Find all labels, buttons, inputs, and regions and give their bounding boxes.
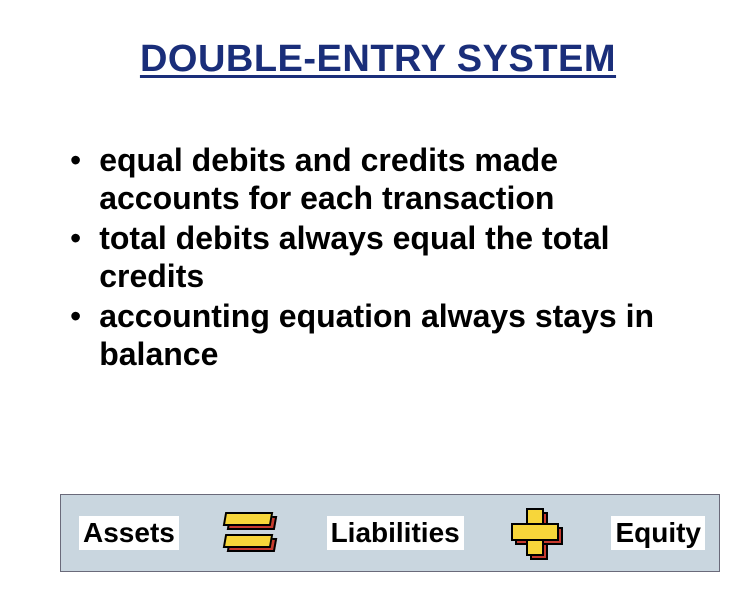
bullet-dot-icon: • xyxy=(70,141,81,179)
accounting-equation: Assets Liabilities Equity xyxy=(60,494,720,572)
bullet-item: • equal debits and credits made accounts… xyxy=(70,141,706,217)
plus-icon xyxy=(507,506,569,560)
equation-term-liabilities: Liabilities xyxy=(327,516,464,551)
bullet-list: • equal debits and credits made accounts… xyxy=(70,141,706,373)
bullet-item: • accounting equation always stays in ba… xyxy=(70,297,706,373)
bullet-text: total debits always equal the total cred… xyxy=(99,219,706,295)
equals-icon xyxy=(222,506,284,560)
equation-term-equity: Equity xyxy=(611,516,705,551)
bullet-dot-icon: • xyxy=(70,219,81,257)
bullet-dot-icon: • xyxy=(70,297,81,335)
bullet-item: • total debits always equal the total cr… xyxy=(70,219,706,295)
bullet-text: accounting equation always stays in bala… xyxy=(99,297,706,373)
bullet-text: equal debits and credits made accounts f… xyxy=(99,141,706,217)
slide-title: DOUBLE-ENTRY SYSTEM xyxy=(0,38,756,81)
equation-term-assets: Assets xyxy=(79,516,179,551)
